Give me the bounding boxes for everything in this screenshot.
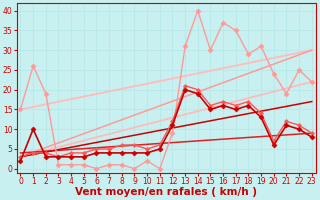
X-axis label: Vent moyen/en rafales ( km/h ): Vent moyen/en rafales ( km/h ) bbox=[75, 187, 257, 197]
